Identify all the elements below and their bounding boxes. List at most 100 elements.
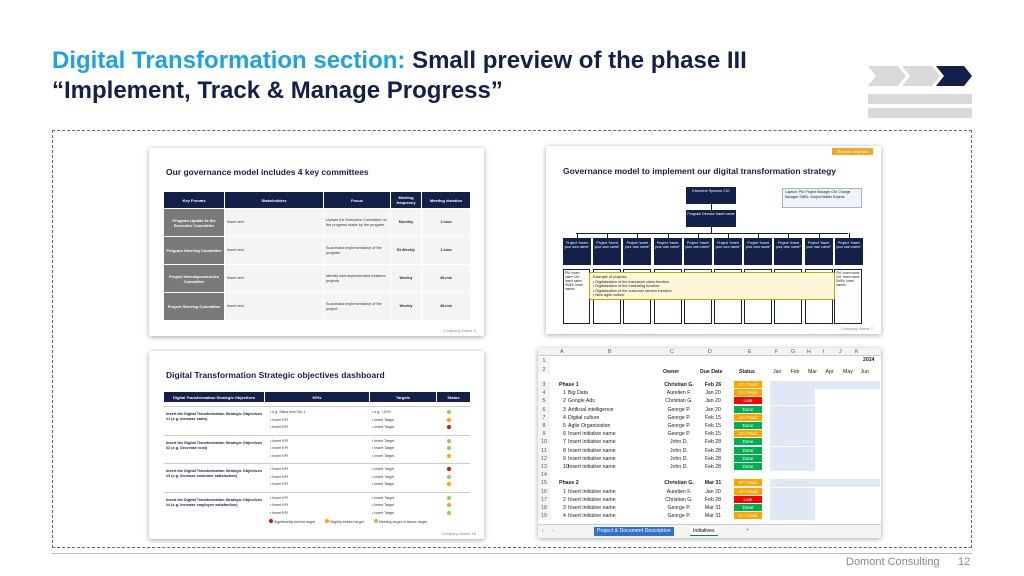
task-name: Insert initiative name [568, 505, 616, 511]
caption-box: Caption: PM: Project Manager CM: Change … [782, 188, 862, 208]
column-letter: G [791, 349, 796, 355]
title-prefix: Digital Transformation section: [52, 47, 406, 74]
target-item: • Insert Target [372, 453, 395, 458]
task-name: Artificial intelligence [568, 406, 614, 413]
preview-frame [52, 130, 972, 548]
column-letter: H [807, 349, 811, 355]
kpi-item: • Insert KPI [270, 425, 289, 429]
task-due-date: Feb 15 [704, 414, 722, 421]
task-name: Google Ads [568, 398, 595, 405]
kpi-item: • Insert KPI [270, 467, 289, 471]
project-staff-box: PM: Insert name CM: Insert name SMEs: In… [834, 269, 862, 324]
header-objectives: Digital Transformation Strategic Objecti… [164, 392, 264, 402]
column-letter: A [560, 349, 564, 355]
page-number: 12 [958, 556, 971, 568]
task-due-date: Jan 20 [705, 390, 721, 397]
task-due-date: Feb 15 [704, 423, 722, 429]
table-row: Project Interdependencies Committee Inser… [164, 265, 470, 292]
table-row: Program Steering Committee Insert text Suc… [164, 237, 470, 264]
month-label: Apr [825, 369, 834, 375]
task-name: Insert initiative name [568, 439, 616, 446]
task-name: Insert initiative name [568, 488, 616, 495]
kpi-item: • Insert KPI [270, 474, 289, 479]
task-owner: Aurelien F. [666, 488, 692, 495]
gantt-bar [770, 413, 815, 422]
project-box: Project “insert your own name” [683, 238, 712, 265]
target-item: • Insert Target [372, 417, 395, 422]
gantt-bar [770, 504, 815, 512]
row-number: 9 [538, 430, 550, 439]
item-number: 6 [563, 431, 566, 438]
header-due-date: Due Date [700, 369, 723, 375]
header-owner: Owner [663, 369, 680, 375]
gantt-bar [770, 454, 815, 463]
kpi-item: • e.g. Sales from BU 1 [270, 410, 306, 414]
objective-row: Insert the Digital Transformation Strate… [164, 463, 470, 490]
task-due-date: Jan 20 [705, 406, 721, 413]
executive-sponsor-box: Executive Sponsor CIO [686, 187, 736, 204]
gantt-bar [770, 381, 880, 389]
objective-text: Insert the Digital Transformation Strate… [166, 412, 263, 421]
task-due-date: Feb 28 [704, 439, 722, 446]
month-label: Jun [860, 369, 869, 375]
chevron-progress-icon [868, 66, 972, 118]
task-due-date: Feb 28 [704, 455, 722, 462]
task-name: Insert initiative name [568, 496, 616, 503]
item-number: 7 [563, 439, 566, 446]
status-badge: Done [734, 463, 762, 470]
item-number: 3 [563, 505, 566, 511]
status-badge: On Track [734, 381, 762, 388]
header-stakeholders: Stakeholders [225, 192, 323, 208]
header-duration: Meeting duration [422, 192, 470, 208]
item-number: 10 [563, 464, 569, 470]
task-owner: John D. [670, 455, 688, 462]
status-dot-icon [447, 425, 451, 429]
scroll-left-icon[interactable]: ‹ [542, 528, 544, 534]
status-badge: On Track [734, 512, 762, 520]
task-due-date: Feb 28 [704, 447, 722, 454]
status-badge: Done [734, 454, 762, 462]
tab-initiatives[interactable]: Initiatives [690, 527, 718, 536]
status-dot-icon [447, 438, 451, 443]
slide2-title: Governance model to implement our digita… [563, 166, 836, 176]
objectives-table: Digital Transformation Strategic Objecti… [163, 391, 471, 403]
kpi-item: • Insert KPI [270, 417, 289, 422]
task-due-date: Jan 20 [705, 488, 721, 495]
sheet-tab-bar: ‹ › Project & Document Description Initi… [538, 524, 881, 538]
month-label: Mar [808, 369, 817, 375]
tab-project-description[interactable]: Project & Document Description [594, 527, 674, 536]
scroll-right-icon[interactable]: › [552, 528, 554, 534]
task-due-date: Feb 26 [704, 382, 722, 388]
task-owner: Christian G. [665, 398, 693, 405]
header-key-forums: Key Forums [164, 192, 224, 208]
header-status: Status [739, 369, 755, 375]
program-director-box: Program Director Insert name [686, 210, 736, 227]
row-number: 6 [538, 405, 550, 414]
status-badge: On Track [734, 389, 762, 397]
row-number: 7 [538, 413, 550, 422]
title-rest: Small preview of the phase III “Implemen… [52, 47, 747, 104]
status-dot-icon [447, 467, 451, 471]
table-row: Program Update to the Executive Committe… [164, 209, 470, 236]
task-due-date: Mar 31 [704, 505, 722, 511]
header-targets: Targets [370, 392, 436, 402]
row-number: 12 [538, 454, 550, 463]
task-owner: George P. [667, 505, 691, 511]
task-owner: Christian G. [664, 382, 694, 388]
gantt-bar [770, 389, 815, 398]
task-owner: John D. [670, 447, 688, 454]
gantt-bar [770, 463, 815, 471]
gantt-bar [770, 405, 815, 414]
preview-governance-committees: Our governance model includes 4 key comm… [149, 148, 484, 336]
item-number: 1 [563, 390, 566, 397]
header-status: Status [437, 392, 470, 402]
task-owner: Christian G. [665, 496, 693, 503]
objective-text: Insert the Digital Transformation Strate… [166, 469, 263, 478]
add-sheet-button[interactable]: + [746, 527, 750, 533]
status-dot-icon [447, 453, 451, 458]
target-item: • Insert Target [372, 495, 395, 500]
company-name: Domont Consulting [846, 556, 940, 568]
slide3-footnote: Company Name 16 [441, 531, 476, 536]
slide1-footnote: Company Name 4 [443, 328, 476, 333]
task-due-date: Feb 28 [704, 496, 722, 503]
